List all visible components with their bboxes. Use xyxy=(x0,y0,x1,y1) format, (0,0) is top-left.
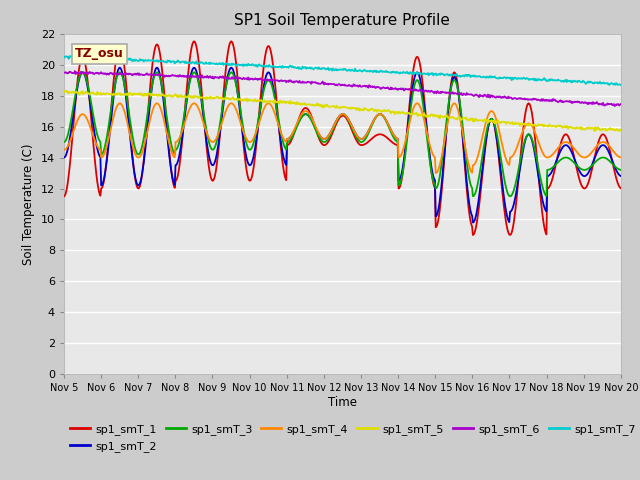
Y-axis label: Soil Temperature (C): Soil Temperature (C) xyxy=(22,143,35,265)
Legend: sp1_smT_1, sp1_smT_2, sp1_smT_3, sp1_smT_4, sp1_smT_5, sp1_smT_6, sp1_smT_7: sp1_smT_1, sp1_smT_2, sp1_smT_3, sp1_smT… xyxy=(70,424,636,452)
Text: TZ_osu: TZ_osu xyxy=(75,48,124,60)
X-axis label: Time: Time xyxy=(328,396,357,409)
Title: SP1 Soil Temperature Profile: SP1 Soil Temperature Profile xyxy=(234,13,451,28)
